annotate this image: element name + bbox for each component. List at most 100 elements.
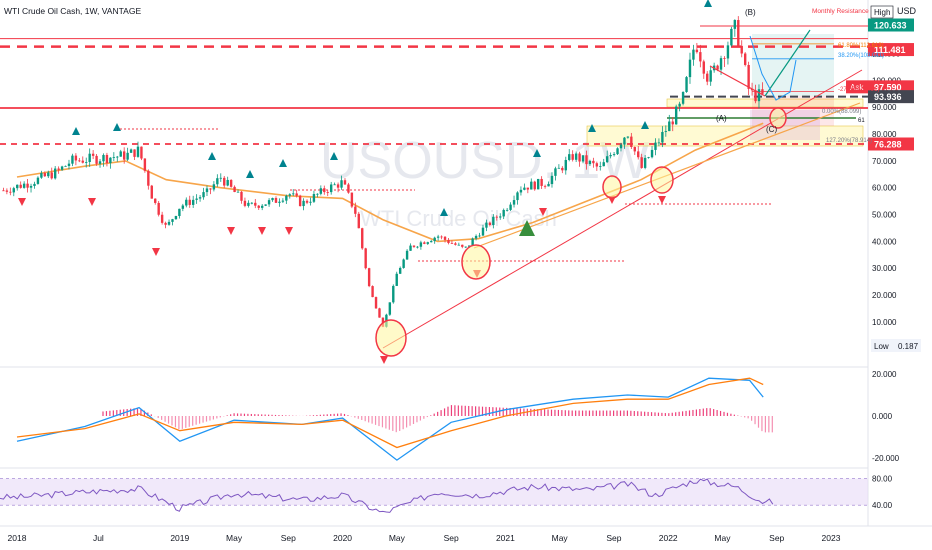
candle bbox=[550, 172, 554, 188]
currency-label: USD bbox=[897, 6, 917, 16]
price-badge-ask: 97.590 bbox=[868, 80, 914, 94]
candle bbox=[309, 197, 312, 206]
candle bbox=[554, 166, 557, 181]
candle bbox=[592, 157, 595, 168]
candle bbox=[671, 117, 674, 132]
candle bbox=[195, 194, 198, 204]
candle bbox=[757, 84, 761, 109]
candle bbox=[388, 302, 392, 316]
candle-body bbox=[405, 250, 409, 260]
ask-label: Ask bbox=[850, 83, 864, 92]
up-signal-marker bbox=[704, 0, 712, 7]
candle bbox=[740, 40, 743, 58]
candle-body bbox=[640, 157, 643, 168]
candle bbox=[664, 125, 668, 137]
candle-body bbox=[371, 286, 374, 298]
candle-body bbox=[495, 216, 498, 218]
candle-body bbox=[454, 243, 457, 245]
candle-body bbox=[133, 149, 136, 157]
macd-tick-label: -20.000 bbox=[872, 454, 900, 463]
candle-body bbox=[274, 198, 278, 203]
candle bbox=[626, 136, 630, 139]
candle-body bbox=[467, 245, 471, 247]
candle bbox=[160, 211, 164, 225]
candle bbox=[536, 178, 540, 190]
candle bbox=[378, 307, 381, 318]
candle-body bbox=[347, 184, 350, 193]
time-axis[interactable]: 2018 Jul 2019 May Sep 2020 May Sep 2021 May Sep 202… bbox=[8, 533, 841, 543]
candle bbox=[540, 176, 543, 189]
candle bbox=[205, 185, 209, 196]
candle-body bbox=[91, 153, 95, 156]
time-tick-label: Jul bbox=[93, 533, 104, 543]
time-tick-label: 2022 bbox=[659, 533, 678, 543]
candle-body bbox=[678, 103, 681, 107]
candle-body bbox=[571, 154, 574, 160]
candle bbox=[571, 150, 574, 162]
candle-body bbox=[674, 106, 678, 125]
candle-body bbox=[305, 200, 309, 203]
candle bbox=[240, 191, 243, 204]
candle bbox=[543, 184, 547, 189]
candle bbox=[91, 150, 95, 160]
candle-body bbox=[509, 204, 512, 210]
position-target-zone bbox=[752, 34, 834, 96]
price-badge-bg bbox=[868, 43, 914, 57]
candle bbox=[178, 208, 181, 219]
price-badge-bg bbox=[868, 137, 914, 151]
candle bbox=[430, 239, 433, 243]
candle bbox=[71, 153, 74, 167]
candle-body bbox=[271, 198, 274, 201]
candle-body bbox=[119, 151, 122, 157]
candle-body bbox=[574, 153, 578, 160]
candle-body bbox=[685, 77, 688, 92]
candle bbox=[530, 178, 533, 190]
candle-body bbox=[557, 167, 561, 169]
candle-body bbox=[619, 144, 623, 149]
time-tick-label: 2019 bbox=[170, 533, 189, 543]
candle bbox=[464, 246, 467, 249]
macd-tick-label: 20.000 bbox=[872, 370, 897, 379]
candle-body bbox=[661, 131, 664, 143]
candle bbox=[81, 156, 84, 164]
candle bbox=[602, 158, 605, 167]
candle bbox=[264, 204, 267, 207]
candle-body bbox=[295, 193, 298, 196]
candle bbox=[202, 187, 205, 200]
candle bbox=[188, 195, 191, 208]
candle bbox=[285, 194, 288, 205]
candle bbox=[461, 244, 464, 249]
candle bbox=[116, 155, 119, 162]
rsi-band bbox=[0, 478, 868, 506]
candle bbox=[164, 221, 167, 229]
candle bbox=[523, 183, 526, 191]
candle bbox=[392, 284, 395, 304]
candle bbox=[454, 242, 457, 246]
candle-body bbox=[585, 155, 588, 165]
candle bbox=[478, 232, 481, 238]
candle bbox=[471, 237, 474, 246]
price-tick-label: 10.000 bbox=[872, 318, 897, 327]
candle bbox=[426, 241, 429, 245]
candle-body bbox=[716, 65, 719, 70]
candle bbox=[133, 149, 136, 161]
candle-body bbox=[336, 184, 340, 188]
candle-body bbox=[143, 158, 147, 171]
price-axis[interactable]: 10.000 20.000 30.000 40.000 50.000 60.000 70.0… bbox=[846, 5, 921, 510]
candle-body bbox=[367, 268, 371, 287]
candle-body bbox=[374, 297, 378, 309]
candle-body bbox=[702, 61, 705, 74]
candle bbox=[233, 185, 236, 193]
candle-body bbox=[447, 239, 450, 243]
candle-body bbox=[85, 161, 88, 163]
candle bbox=[67, 159, 71, 170]
candle bbox=[254, 198, 257, 209]
candle bbox=[612, 151, 616, 157]
candle bbox=[19, 181, 22, 189]
candle-body bbox=[157, 202, 160, 215]
candle-body bbox=[223, 177, 226, 186]
candle-body bbox=[612, 154, 616, 156]
macd-line bbox=[16, 377, 764, 461]
candle bbox=[78, 157, 81, 163]
